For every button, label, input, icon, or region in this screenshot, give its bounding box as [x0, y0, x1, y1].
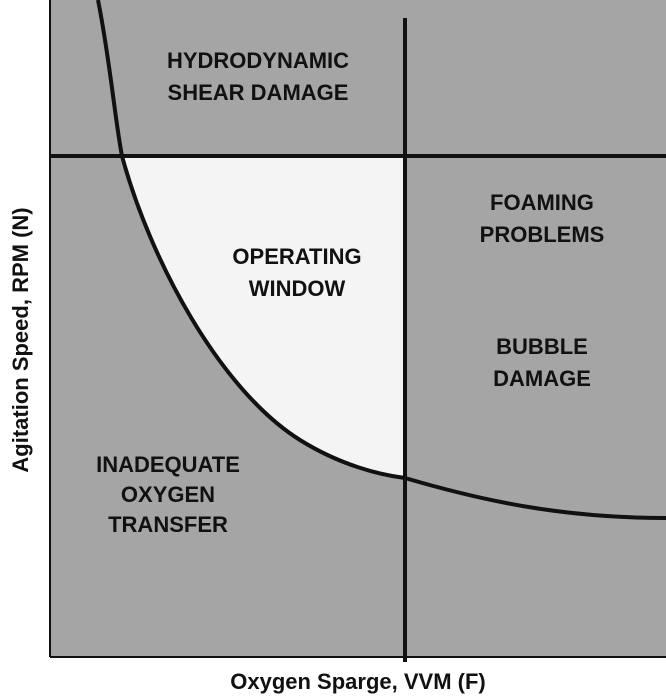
oxygen-transfer-curve [96, 0, 666, 520]
region-label: HYDRODYNAMIC SHEAR DAMAGE [167, 48, 349, 105]
y-axis-label: Agitation Speed, RPM (N) [8, 207, 33, 472]
region-label-line: OPERATING [232, 244, 361, 269]
region-label-line: TRANSFER [108, 512, 228, 537]
region-label: BUBBLE DAMAGE [493, 334, 591, 391]
region-label-line: FOAMING [490, 190, 594, 215]
region-label-line: OXYGEN [121, 482, 215, 507]
region-label-line: INADEQUATE [96, 452, 240, 477]
region-label: FOAMING PROBLEMS [480, 190, 605, 247]
region-label-line: SHEAR DAMAGE [168, 80, 349, 105]
x-axis-label: Oxygen Sparge, VVM (F) [230, 669, 486, 694]
region-label-line: WINDOW [249, 276, 346, 301]
region-label-line: DAMAGE [493, 366, 591, 391]
region-label-line: PROBLEMS [480, 222, 605, 247]
region-label: INADEQUATE OXYGEN TRANSFER [96, 452, 240, 537]
region-label-line: HYDRODYNAMIC [167, 48, 349, 73]
operating-window-area [122, 156, 405, 478]
region-label: OPERATING WINDOW [232, 244, 361, 301]
region-label-line: BUBBLE [496, 334, 588, 359]
